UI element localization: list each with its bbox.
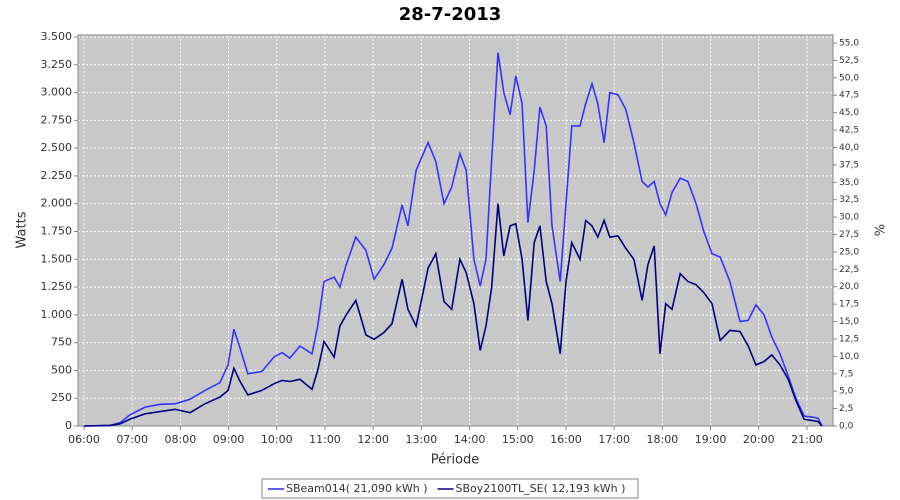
legend-label: SBeam014( 21,090 kWh ) (286, 482, 428, 495)
y-tick-label: 1.750 (41, 225, 73, 238)
x-tick-label: 14:00 (454, 433, 486, 446)
chart-title: 28-7-2013 (399, 4, 502, 25)
y-tick-label: 0 (65, 419, 72, 432)
y-tick-label: 1.500 (41, 252, 73, 265)
y2-tick-label: 10,0 (839, 352, 859, 362)
y-tick-label: 2.750 (41, 113, 73, 126)
y-tick-label: 250 (51, 391, 72, 404)
y2-tick-label: 0,0 (839, 422, 854, 432)
x-tick-label: 08:00 (165, 433, 197, 446)
y2-tick-label: 55,0 (839, 39, 859, 49)
x-tick-label: 07:00 (116, 433, 148, 446)
legend: SBeam014( 21,090 kWh ) SBoy2100TL_SE( 12,… (261, 478, 639, 499)
x-tick-label: 21:00 (791, 433, 823, 446)
x-axis-label: Période (431, 453, 480, 468)
y2-tick-label: 22,5 (839, 265, 859, 275)
y2-tick-label: 17,5 (839, 300, 859, 310)
legend-label: SBoy2100TL_SE( 12,193 kWh ) (456, 482, 626, 495)
y-tick-label: 2.500 (41, 141, 73, 154)
x-tick-label: 15:00 (502, 433, 534, 446)
y-tick-label: 3.250 (41, 58, 73, 71)
x-tick-label: 06:00 (68, 433, 100, 446)
series-line (83, 203, 823, 427)
y2-tick-label: 30,0 (839, 213, 859, 223)
y2-tick-label: 20,0 (839, 282, 859, 292)
y2-tick-label: 52,5 (839, 56, 859, 66)
y2-tick-label: 5,0 (839, 387, 854, 397)
plot-border (77, 34, 834, 427)
x-tick-label: 16:00 (550, 433, 582, 446)
series-line (83, 52, 823, 427)
y2-tick-label: 7,5 (839, 369, 853, 379)
y2-tick-label: 2,5 (839, 404, 853, 414)
y2-tick-label: 12,5 (839, 334, 859, 344)
y-tick-label: 3.000 (41, 86, 73, 99)
y-tick-label: 750 (51, 336, 72, 349)
y2-tick-label: 45,0 (839, 108, 859, 118)
y2-tick-label: 40,0 (839, 143, 859, 153)
x-tick-label: 17:00 (598, 433, 630, 446)
y-tick-label: 3.500 (41, 30, 73, 43)
y-tick-label: 2.250 (41, 169, 73, 182)
x-tick-label: 19:00 (695, 433, 727, 446)
y2-tick-label: 32,5 (839, 195, 859, 205)
y-tick-label: 2.000 (41, 197, 73, 210)
y2-tick-label: 50,0 (839, 73, 859, 83)
x-tick-label: 11:00 (309, 433, 341, 446)
y2-tick-label: 15,0 (839, 317, 859, 327)
x-tick-label: 13:00 (406, 433, 438, 446)
y2-tick-label: 42,5 (839, 126, 859, 136)
y2-tick-label: 35,0 (839, 178, 859, 188)
y2-axis-label: % (874, 224, 889, 236)
x-tick-label: 09:00 (213, 433, 245, 446)
x-tick-label: 12:00 (357, 433, 389, 446)
x-tick-label: 10:00 (261, 433, 293, 446)
plot-area (78, 35, 833, 426)
x-tick-label: 20:00 (743, 433, 775, 446)
y2-tick-label: 25,0 (839, 247, 859, 257)
y2-tick-label: 47,5 (839, 91, 859, 101)
x-tick-label: 18:00 (647, 433, 679, 446)
y-tick-label: 500 (51, 363, 72, 376)
y-tick-label: 1.250 (41, 280, 73, 293)
y-axis-label: Watts (15, 211, 30, 248)
y2-tick-label: 27,5 (839, 230, 859, 240)
y-tick-label: 1.000 (41, 308, 73, 321)
y2-tick-label: 37,5 (839, 160, 859, 170)
